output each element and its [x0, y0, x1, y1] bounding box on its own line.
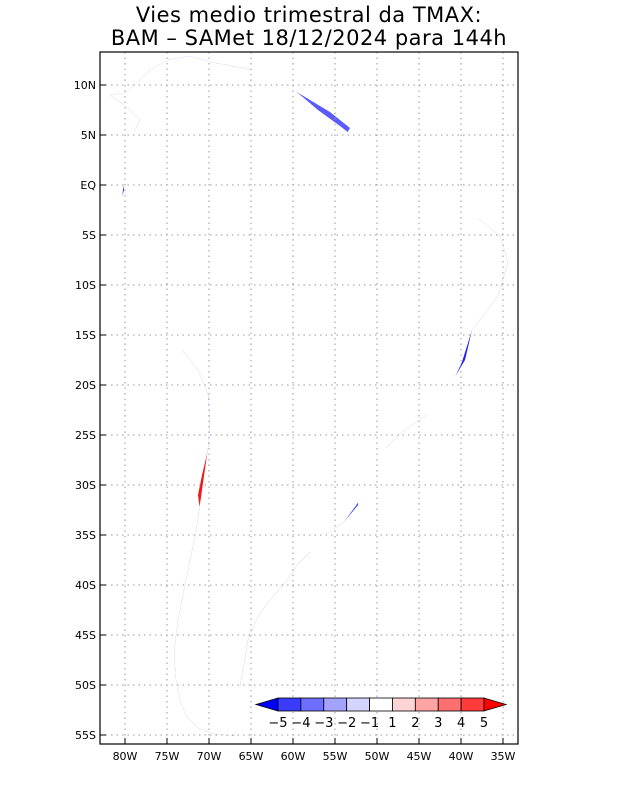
- lat-tick-label: 15S: [75, 329, 96, 342]
- colorbar-label: −5: [268, 716, 287, 731]
- longitude-axis: 80W 75W 70W 65W 60W 55W 50W 45W 40W 35W: [113, 738, 516, 763]
- lat-tick-label: 10N: [74, 79, 96, 92]
- colorbar-extend-right: [483, 697, 508, 712]
- lon-tick-label: 45W: [407, 750, 432, 763]
- colorbar-box: [460, 697, 485, 712]
- lon-tick-label: 40W: [449, 750, 474, 763]
- lat-tick-label: 35S: [75, 529, 96, 542]
- map-title-line1: Vies medio trimestral da TMAX:: [135, 3, 483, 27]
- colorbar-label: 5: [480, 716, 488, 731]
- lon-tick-label: 50W: [365, 750, 390, 763]
- colorbar-box: [392, 697, 416, 712]
- colorbar-box: [277, 697, 302, 712]
- map-frame: [99, 51, 519, 745]
- colorbar-label: 2: [411, 716, 419, 731]
- colorbar-label: 1: [388, 716, 396, 731]
- lon-tick-label: 55W: [323, 750, 348, 763]
- latitude-axis: 10N 5N EQ 5S 10S 15S 20S 25S 30S 35S 40S 45S 50S 55S: [74, 79, 106, 742]
- lat-tick-label: 45S: [75, 629, 96, 642]
- lat-tick-label: EQ: [80, 179, 96, 192]
- lat-tick-label: 55S: [75, 729, 96, 742]
- map-title-line2: BAM – SAMet 18/12/2024 para 144h: [110, 26, 508, 50]
- lon-tick-label: 35W: [491, 750, 516, 763]
- lat-tick-label: 30S: [75, 479, 96, 492]
- colorbar: −5 −4 −3 −2 −1 1 2 3 4 5: [254, 697, 508, 731]
- lon-tick-label: 80W: [113, 750, 138, 763]
- colorbar-box: [300, 697, 325, 712]
- colorbar-box: [437, 697, 462, 712]
- lat-tick-label: 5N: [81, 129, 96, 142]
- colorbar-label: 3: [434, 716, 442, 731]
- colorbar-label: −1: [360, 716, 379, 731]
- lat-tick-label: 10S: [75, 279, 96, 292]
- lat-tick-label: 5S: [82, 229, 96, 242]
- colorbar-box: [346, 697, 370, 712]
- colorbar-label: 4: [457, 716, 465, 731]
- lon-tick-label: 65W: [239, 750, 264, 763]
- colorbar-box: [414, 697, 439, 712]
- lon-tick-label: 70W: [197, 750, 222, 763]
- colorbar-box: [323, 697, 348, 712]
- lon-tick-label: 60W: [281, 750, 306, 763]
- lat-tick-label: 40S: [75, 579, 96, 592]
- lat-tick-label: 20S: [75, 379, 96, 392]
- colorbar-label: −4: [291, 716, 310, 731]
- lon-tick-label: 75W: [155, 750, 180, 763]
- colorbar-label: −3: [314, 716, 333, 731]
- colorbar-label: −2: [337, 716, 356, 731]
- colorbar-box: [369, 697, 393, 712]
- lat-tick-label: 50S: [75, 679, 96, 692]
- lat-tick-label: 25S: [75, 429, 96, 442]
- graticule: [100, 52, 518, 744]
